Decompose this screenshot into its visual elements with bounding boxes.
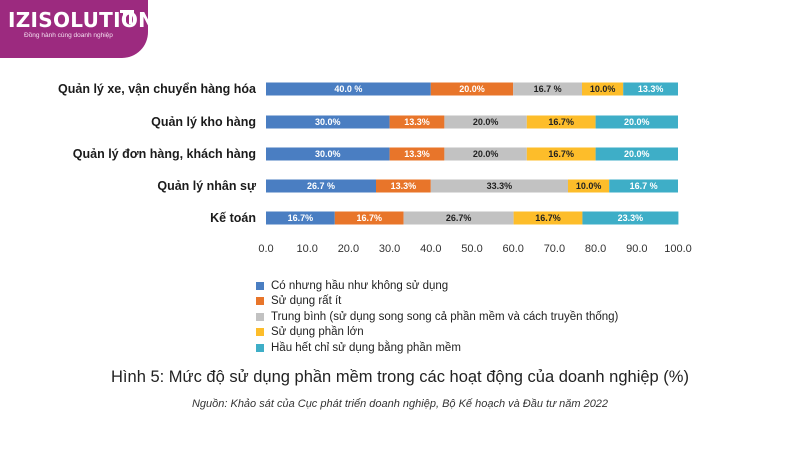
bar-segment (444, 147, 527, 161)
legend-swatch (256, 343, 264, 352)
category-label: Kế toán (210, 211, 256, 225)
legend-label: Sử dụng rất ít (271, 295, 342, 308)
bar-segment (513, 211, 583, 225)
legend-item: Hầu hết chỉ sử dụng bằng phần mềm (256, 340, 618, 356)
legend-label: Trung bình (sử dụng song song cả phần mề… (271, 310, 619, 323)
bar-data-label: 26.7 % (307, 181, 335, 191)
bar-segment (623, 82, 678, 96)
bar-data-label: 16.7% (288, 213, 314, 223)
bar-data-label: 20.0% (624, 117, 650, 127)
bar-data-label: 30.0% (315, 117, 341, 127)
bar-segment (609, 179, 678, 193)
bar-data-label: 16.7% (535, 213, 561, 223)
bar-data-label: 33.3% (487, 181, 513, 191)
legend-label: Có nhưng hầu như không sử dụng (271, 279, 449, 292)
bar-segment (266, 147, 390, 161)
bar-segment (266, 115, 390, 129)
bar-data-label: 20.0% (459, 84, 485, 94)
legend-swatch (256, 281, 264, 290)
bar-data-label: 10.0% (576, 181, 602, 191)
bar-segment (403, 211, 514, 225)
x-tick-label: 50.0 (461, 243, 482, 255)
bars-layer: 40.0 % 20.0% 16.7 % 10.0% 13.3% 30.0% 13.3% 20.… (266, 82, 679, 225)
legend-swatch (256, 312, 264, 321)
bar-data-label: 40.0 % (334, 84, 362, 94)
x-tick-label: 90.0 (626, 243, 647, 255)
legend-swatch (256, 328, 264, 337)
x-tick-label: 10.0 (296, 243, 317, 255)
category-label: Quản lý kho hàng (151, 115, 256, 129)
bar-segment (389, 147, 445, 161)
chart-legend: Có nhưng hầu như không sử dụng Sử dụng rấ… (256, 278, 618, 356)
bar-data-label: 10.0% (590, 84, 616, 94)
bar-data-label: 20.0% (473, 149, 499, 159)
bar-segment (526, 147, 596, 161)
legend-item: Sử dụng phần lớn (256, 325, 618, 341)
logo-tagline: Đồng hành cùng doanh nghiệp (24, 32, 113, 39)
bar-segment (567, 179, 610, 193)
bar-data-label: 20.0% (473, 117, 499, 127)
bar-data-label: 16.7 % (534, 84, 562, 94)
bar-data-label: 16.7% (548, 117, 574, 127)
bar-data-label: 16.7% (548, 149, 574, 159)
bar-segment (266, 82, 431, 96)
bar-segment (430, 82, 514, 96)
x-axis: 0.0 10.0 20.0 30.0 40.0 50.0 60.0 70.0 80.0 90.0 1… (258, 243, 691, 255)
x-tick-label: 30.0 (379, 243, 400, 255)
category-label: Quản lý nhân sự (157, 179, 257, 193)
x-tick-label: 100.0 (664, 243, 692, 255)
bar-segment (266, 179, 377, 193)
category-label: Quản lý xe, vận chuyển hàng hóa (58, 82, 257, 96)
stacked-bar-chart: 40.0 % 20.0% 16.7 % 10.0% 13.3% 30.0% 13.3% 20.… (58, 82, 692, 255)
bar-segment (513, 82, 583, 96)
x-tick-label: 20.0 (338, 243, 359, 255)
bar-data-label: 16.7% (356, 213, 382, 223)
category-label: Quản lý đơn hàng, khách hàng (73, 147, 256, 161)
bar-data-label: 13.3% (404, 149, 430, 159)
x-tick-label: 80.0 (585, 243, 606, 255)
bar-segment (582, 211, 679, 225)
bar-segment (266, 211, 335, 225)
bar-segment (334, 211, 404, 225)
bar-segment (444, 115, 527, 129)
bar-segment (389, 115, 445, 129)
figure-source: Nguồn: Khảo sát của Cục phát triển doanh… (191, 398, 609, 410)
category-labels: Quản lý xe, vận chuyển hàng hóa Quản lý k… (58, 82, 257, 225)
bar-segment (376, 179, 431, 193)
legend-label: Sử dụng phần lớn (271, 326, 364, 339)
bar-data-label: 16.7 % (630, 181, 658, 191)
bar-segment (526, 115, 596, 129)
izi-mark-icon (120, 10, 134, 24)
legend-swatch (256, 297, 264, 306)
figure-caption: Hình 5: Mức độ sử dụng phần mềm trong cá… (111, 368, 689, 386)
bar-data-label: 13.3% (391, 181, 417, 191)
legend-item: Có nhưng hầu như không sử dụng (256, 278, 618, 294)
bar-data-label: 30.0% (315, 149, 341, 159)
legend-label: Hầu hết chỉ sử dụng bằng phần mềm (271, 341, 461, 354)
bar-segment (595, 115, 678, 129)
brand-logo: IZISOLUTION Đồng hành cùng doanh nghiệp (0, 0, 155, 58)
x-tick-label: 70.0 (544, 243, 565, 255)
bar-data-label: 26.7% (446, 213, 472, 223)
bar-segment (582, 82, 624, 96)
x-tick-label: 0.0 (258, 243, 273, 255)
bar-data-label: 20.0% (624, 149, 650, 159)
legend-item: Sử dụng rất ít (256, 294, 618, 310)
bar-segment (430, 179, 568, 193)
legend-item: Trung bình (sử dụng song song cả phần mề… (256, 309, 618, 325)
x-tick-label: 40.0 (420, 243, 441, 255)
bar-data-label: 13.3% (638, 84, 664, 94)
bar-data-label: 13.3% (404, 117, 430, 127)
bar-segment (595, 147, 678, 161)
x-tick-label: 60.0 (502, 243, 523, 255)
bar-data-label: 23.3% (618, 213, 644, 223)
